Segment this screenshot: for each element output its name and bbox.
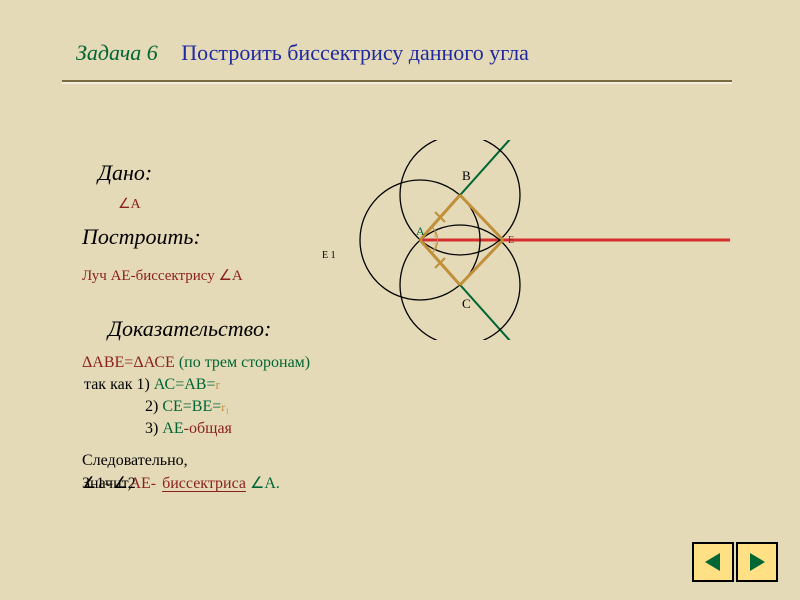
given-label: Дано: bbox=[98, 160, 152, 186]
slide-title: Задача 6 Построить биссектрису данного у… bbox=[76, 40, 529, 66]
triangle-left-icon bbox=[702, 551, 724, 573]
consequently: Следовательно, bbox=[82, 452, 188, 470]
nav-buttons bbox=[692, 542, 778, 582]
build-label: Построить: bbox=[82, 224, 201, 250]
proof-line-3: 2) СЕ=ВЕ=r₁ bbox=[145, 398, 229, 416]
angle-1: 1 bbox=[433, 230, 437, 239]
triangle-right-icon bbox=[746, 551, 768, 573]
title-underline bbox=[62, 80, 732, 82]
label-e: Е bbox=[508, 235, 514, 246]
proof-label: Доказательство: bbox=[108, 316, 271, 342]
conclusion: Значит, АЕ-биссектриса ∠А. ∠1=∠2 bbox=[82, 473, 280, 493]
construction-diagram: А В С Е Е 1 1 2 bbox=[310, 140, 730, 340]
build-value: Луч АЕ-биссектрису ∠А bbox=[82, 266, 243, 285]
diagram-svg: А В С Е Е 1 1 2 bbox=[310, 140, 730, 340]
nav-prev-button[interactable] bbox=[692, 542, 734, 582]
given-value: ∠А bbox=[118, 196, 141, 213]
label-b: В bbox=[462, 168, 471, 183]
proof-line-1: ΔАВЕ=ΔАСЕ (по трем сторонам) bbox=[82, 354, 310, 372]
problem-number: Задача 6 bbox=[76, 40, 158, 65]
nav-next-button[interactable] bbox=[736, 542, 778, 582]
problem-statement: Построить биссектрису данного угла bbox=[181, 40, 529, 65]
label-a: А bbox=[416, 224, 425, 238]
label-e1: Е 1 bbox=[322, 250, 336, 261]
proof-line-4: 3) АЕ-общая bbox=[145, 420, 232, 438]
angle-2: 2 bbox=[433, 242, 437, 251]
label-c: С bbox=[462, 296, 471, 311]
slide: Задача 6 Построить биссектрису данного у… bbox=[0, 0, 800, 600]
proof-line-2: так как 1) АС=АВ=r bbox=[84, 376, 220, 394]
